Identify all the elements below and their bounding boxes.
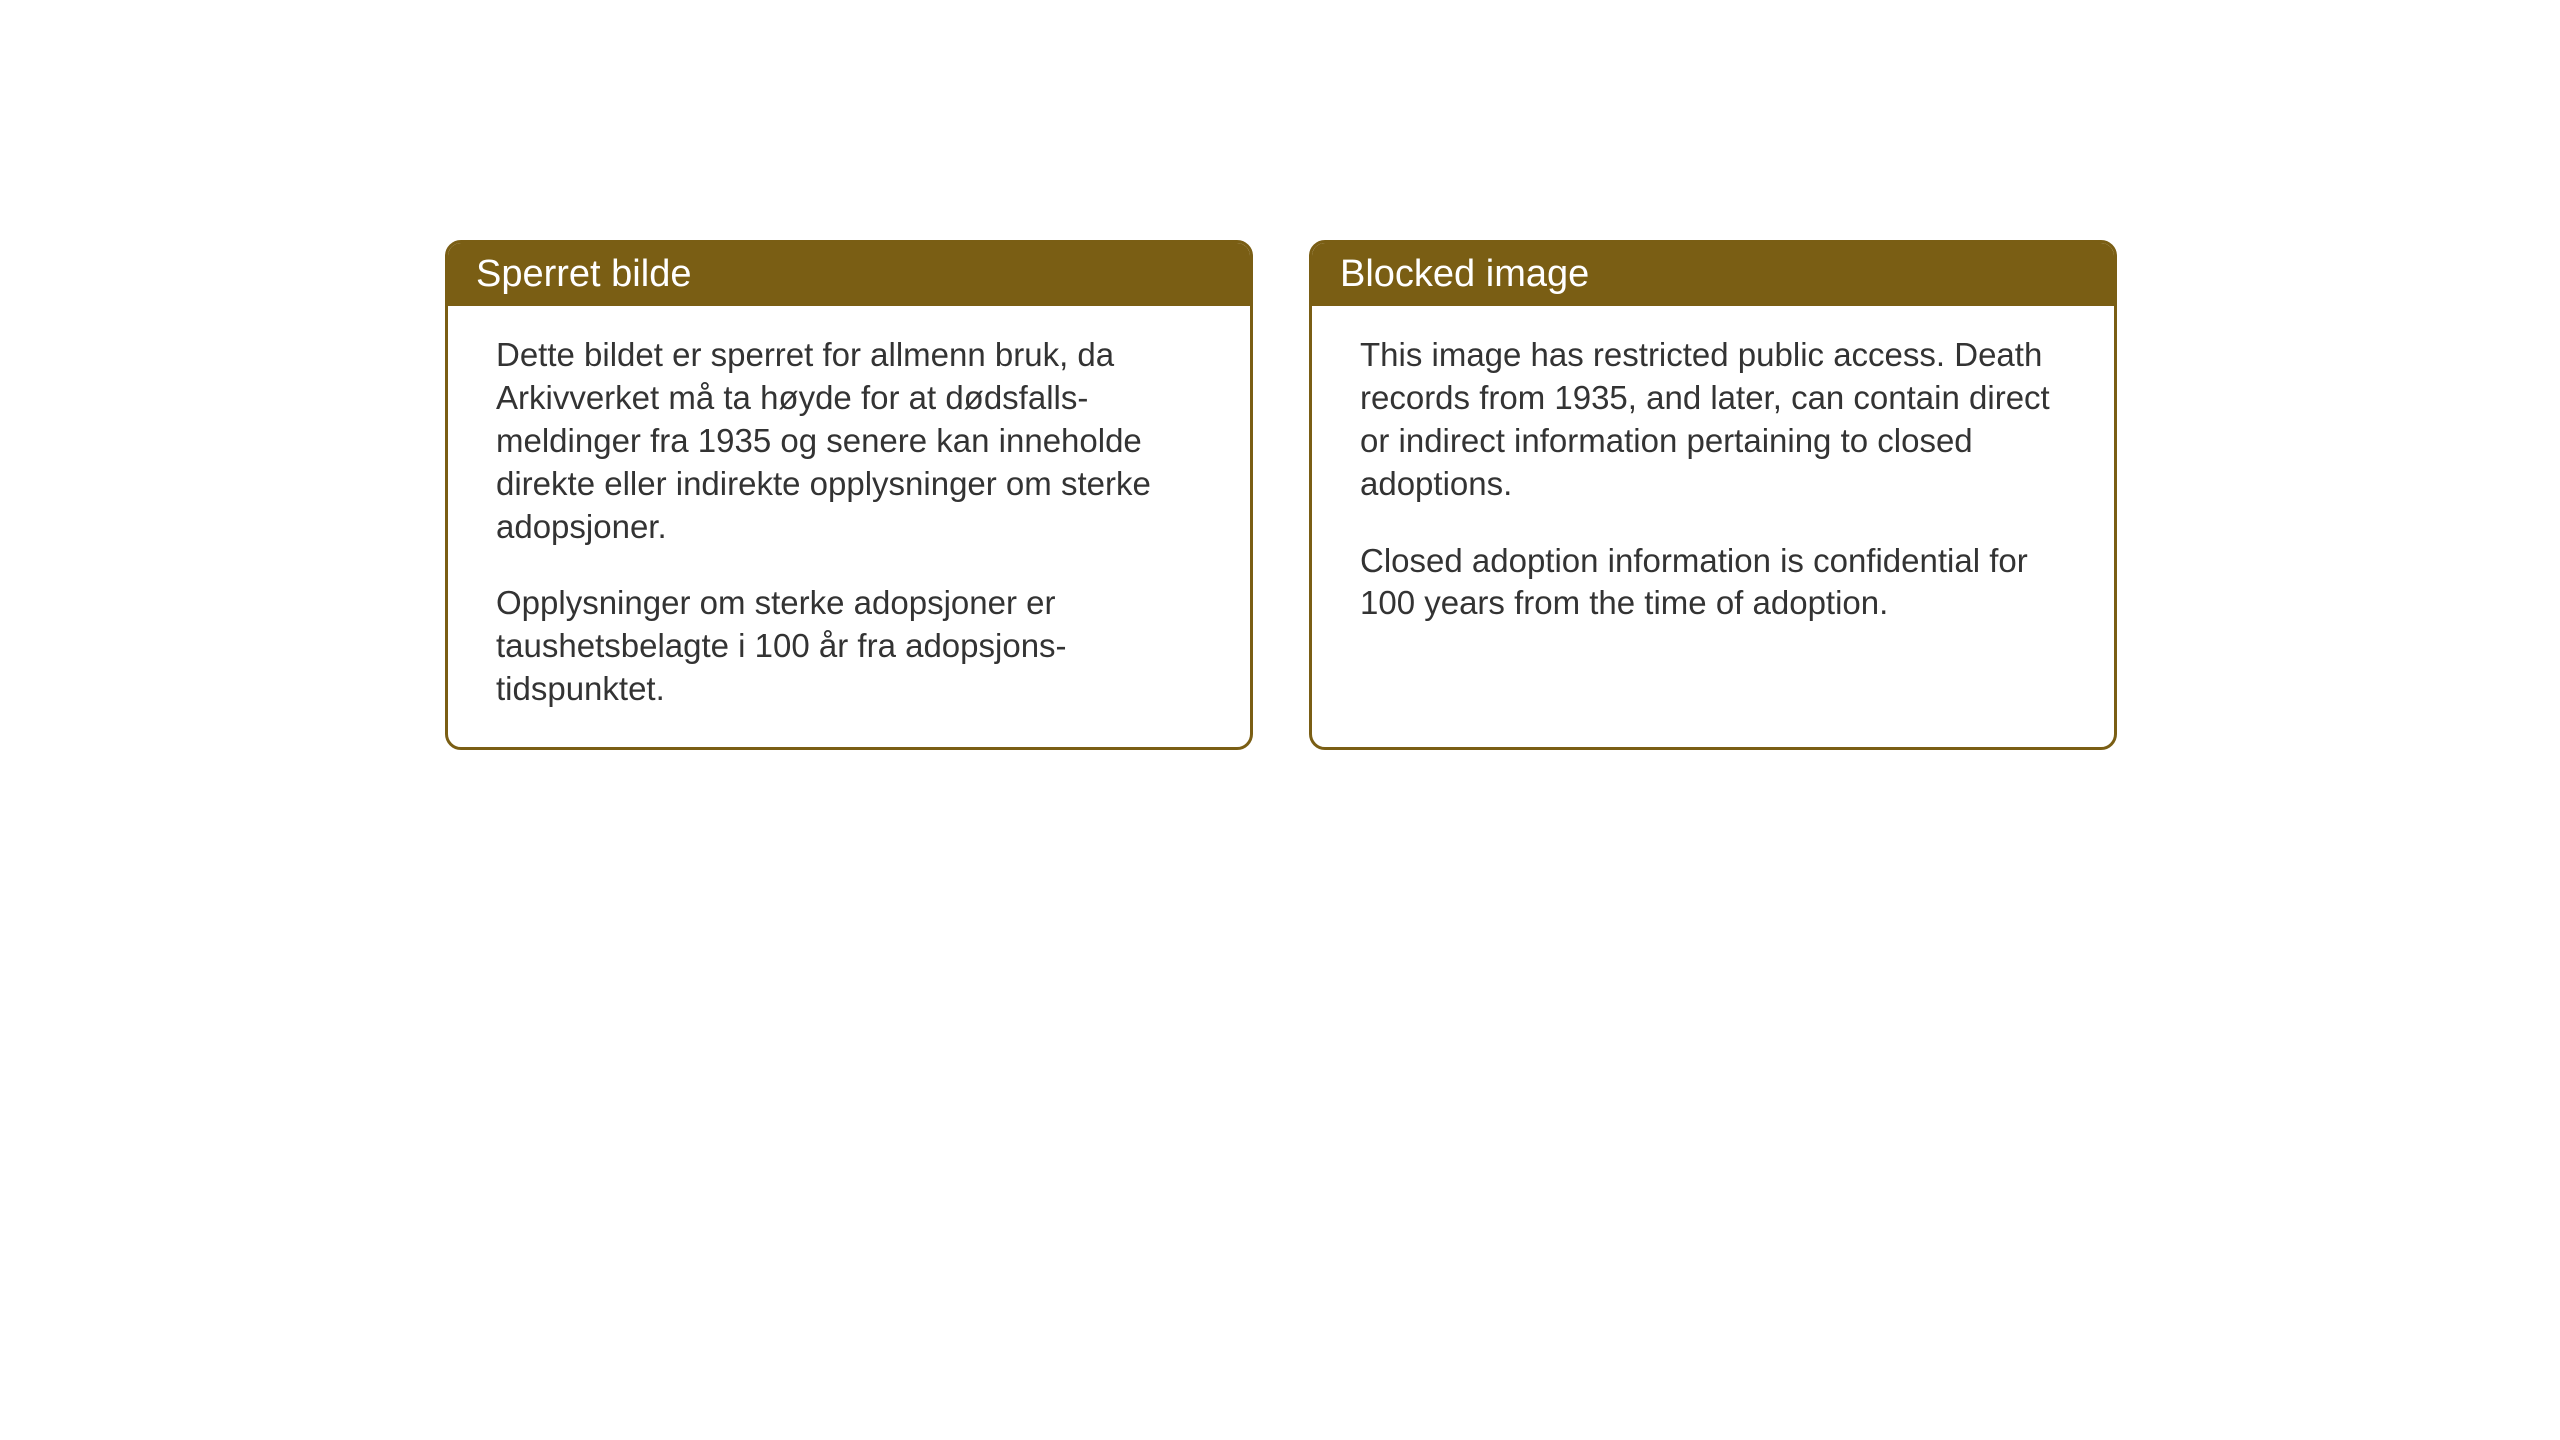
- notice-card-norwegian: Sperret bilde Dette bildet er sperret fo…: [445, 240, 1253, 750]
- notice-card-english: Blocked image This image has restricted …: [1309, 240, 2117, 750]
- notice-header-norwegian: Sperret bilde: [448, 243, 1250, 306]
- notice-paragraph: Closed adoption information is confident…: [1360, 540, 2066, 626]
- notice-body-norwegian: Dette bildet er sperret for allmenn bruk…: [448, 306, 1250, 747]
- notice-title: Sperret bilde: [476, 253, 691, 295]
- notice-container: Sperret bilde Dette bildet er sperret fo…: [445, 240, 2117, 750]
- notice-paragraph: Opplysninger om sterke adopsjoner er tau…: [496, 582, 1202, 711]
- notice-paragraph: Dette bildet er sperret for allmenn bruk…: [496, 334, 1202, 548]
- notice-body-english: This image has restricted public access.…: [1312, 306, 2114, 726]
- notice-header-english: Blocked image: [1312, 243, 2114, 306]
- notice-paragraph: This image has restricted public access.…: [1360, 334, 2066, 506]
- notice-title: Blocked image: [1340, 253, 1589, 295]
